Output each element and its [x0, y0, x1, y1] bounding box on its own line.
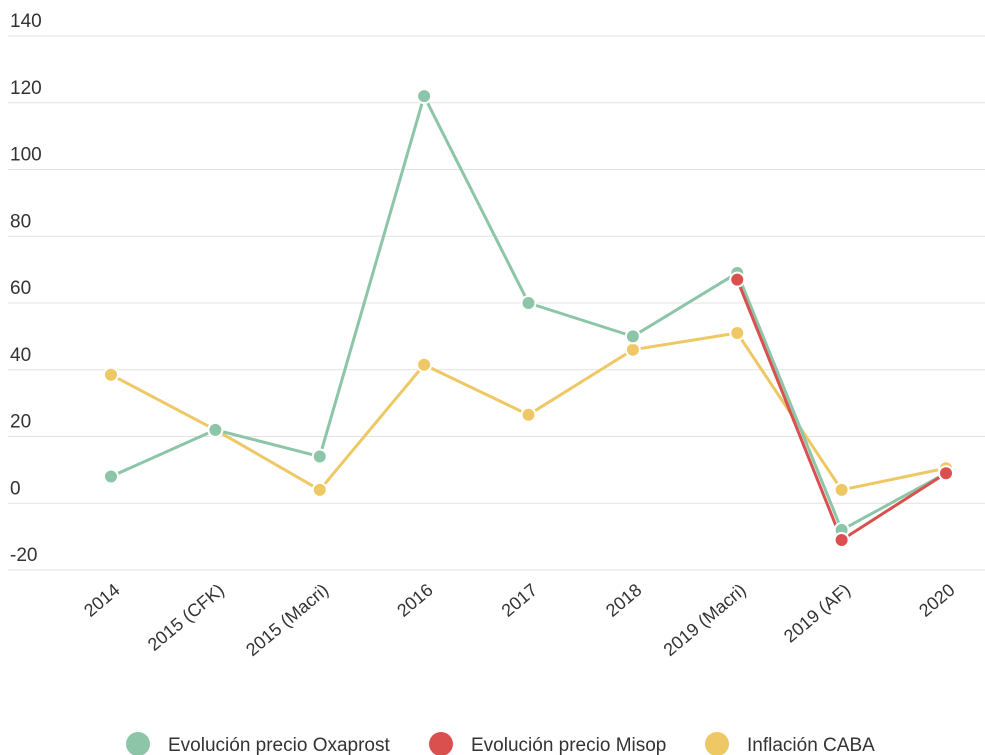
legend-item-evolucion-precio-oxaprost[interactable]: Evolución precio Oxaprost — [126, 732, 390, 755]
legend-swatch — [429, 732, 453, 755]
x-tick-label: 2019 (Macri) — [660, 580, 750, 660]
y-tick-label: 60 — [10, 278, 31, 299]
y-tick-label: 80 — [10, 211, 31, 232]
data-point-evolucion-precio-misop[interactable] — [938, 465, 954, 482]
data-point-evolucion-precio-oxaprost[interactable] — [624, 328, 641, 345]
data-point-inflacion-caba[interactable] — [416, 356, 433, 373]
data-point-evolucion-precio-oxaprost[interactable] — [207, 421, 224, 438]
series-line-evolucion-precio-misop — [735, 278, 948, 542]
legend-item-inflacion-caba[interactable]: Inflación CABA — [705, 732, 875, 755]
x-tick-label: 2020 — [915, 580, 959, 621]
y-tick-label: -20 — [10, 545, 37, 566]
x-tick-label: 2014 — [80, 580, 124, 621]
data-point-inflacion-caba[interactable] — [103, 366, 119, 383]
x-tick-label: 2017 — [498, 580, 542, 621]
y-tick-label: 100 — [10, 145, 42, 166]
legend-label: Evolución precio Oxaprost — [168, 735, 390, 755]
data-point-inflacion-caba[interactable] — [520, 406, 537, 423]
x-tick-label: 2016 — [393, 580, 437, 621]
data-point-evolucion-precio-misop[interactable] — [833, 531, 850, 548]
data-point-inflacion-caba[interactable] — [311, 481, 328, 498]
y-axis-ticks: -20 0 20 40 60 80 100 120 140 — [10, 11, 42, 566]
series-points — [103, 88, 954, 548]
x-tick-label: 2015 (CFK) — [144, 580, 228, 655]
data-point-evolucion-precio-oxaprost[interactable] — [416, 88, 433, 105]
data-point-evolucion-precio-oxaprost[interactable] — [520, 295, 537, 311]
data-point-evolucion-precio-oxaprost[interactable] — [311, 448, 328, 465]
data-point-inflacion-caba[interactable] — [624, 341, 641, 358]
legend-label: Inflación CABA — [747, 735, 875, 755]
x-axis-ticks: 2014 2015 (CFK) 2015 (Macri) 2016 2017 2018 20… — [80, 580, 959, 660]
data-point-inflacion-caba[interactable] — [729, 325, 746, 342]
y-tick-label: 140 — [10, 11, 42, 32]
y-tick-label: 20 — [10, 412, 31, 433]
y-tick-label: 0 — [10, 478, 21, 499]
data-point-evolucion-precio-oxaprost[interactable] — [103, 468, 119, 485]
legend: Evolución precio Oxaprost Evolución preci… — [126, 732, 875, 755]
y-tick-label: 120 — [10, 78, 42, 99]
series-lines — [109, 94, 948, 542]
legend-swatch — [705, 732, 729, 755]
series-line-evolucion-precio-oxaprost — [109, 94, 948, 532]
data-point-evolucion-precio-misop[interactable] — [729, 271, 746, 288]
x-tick-label: 2015 (Macri) — [242, 580, 332, 660]
x-tick-label: 2018 — [602, 580, 646, 621]
data-point-inflacion-caba[interactable] — [833, 481, 850, 498]
legend-item-evolucion-precio-misop[interactable]: Evolución precio Misop — [429, 732, 666, 755]
x-tick-label: 2019 (AF) — [780, 580, 854, 647]
y-tick-label: 40 — [10, 345, 31, 366]
legend-swatch — [126, 732, 150, 755]
legend-label: Evolución precio Misop — [471, 735, 666, 755]
